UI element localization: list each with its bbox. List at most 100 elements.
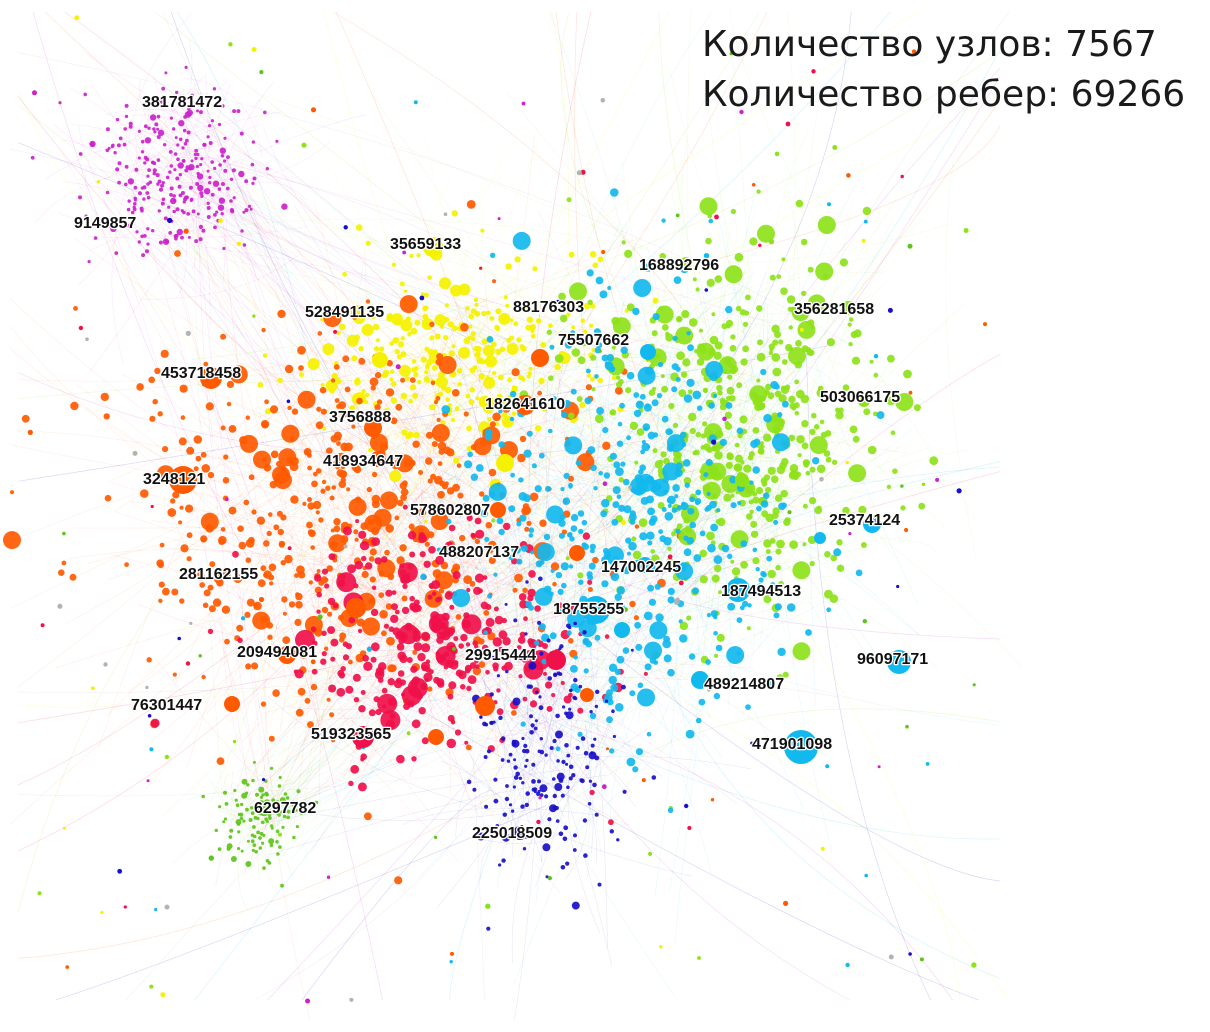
graph-node — [773, 519, 779, 525]
graph-node — [587, 587, 593, 592]
graph-node — [207, 471, 215, 479]
graph-node — [369, 433, 388, 452]
graph-edge — [567, 297, 660, 616]
graph-node — [539, 793, 544, 797]
graph-node — [651, 554, 660, 564]
graph-edge — [701, 486, 771, 537]
graph-node — [70, 401, 79, 411]
graph-node — [126, 207, 131, 212]
graph-node — [275, 829, 280, 834]
graph-node — [418, 470, 424, 475]
graph-node — [172, 127, 176, 131]
graph-node — [537, 779, 541, 784]
graph-node — [629, 519, 636, 525]
graph-edge — [945, 149, 977, 561]
graph-node — [250, 839, 255, 844]
graph-node — [439, 621, 447, 630]
graph-node — [775, 564, 781, 571]
graph-node — [177, 184, 182, 189]
graph-node — [137, 240, 141, 244]
graph-edge — [511, 472, 751, 840]
graph-node — [449, 960, 453, 964]
graph-node — [560, 487, 565, 492]
graph-node — [750, 520, 758, 528]
graph-node — [570, 665, 578, 673]
graph-node — [198, 224, 203, 229]
graph-edge — [504, 9, 714, 493]
graph-node — [239, 816, 244, 821]
graph-edge — [227, 231, 521, 280]
graph-node — [62, 531, 66, 536]
graph-edge — [297, 238, 330, 507]
graph-node — [480, 228, 485, 233]
graph-node — [900, 505, 906, 511]
graph-node — [404, 622, 413, 631]
graph-node — [410, 327, 418, 335]
graph-node — [379, 610, 388, 619]
graph-node — [614, 668, 622, 676]
graph-node — [847, 322, 852, 327]
graph-edge — [370, 312, 690, 540]
graph-node — [486, 310, 491, 316]
hub-node — [513, 826, 527, 840]
graph-node — [253, 603, 259, 609]
graph-node — [431, 424, 450, 442]
graph-edge — [239, 795, 277, 809]
graph-node — [425, 659, 431, 664]
graph-node — [593, 737, 597, 741]
graph-node — [381, 630, 387, 637]
graph-node — [223, 790, 227, 795]
graph-node — [612, 486, 621, 495]
graph-edge — [221, 241, 596, 667]
graph-node — [225, 497, 229, 502]
graph-node — [178, 193, 183, 198]
graph-node — [513, 618, 518, 623]
graph-node — [551, 693, 556, 698]
graph-node — [159, 542, 165, 548]
graph-node — [207, 584, 214, 591]
graph-node — [582, 342, 587, 347]
graph-edge — [364, 381, 389, 644]
graph-node — [331, 485, 337, 490]
graph-node — [320, 488, 326, 494]
graph-node — [261, 841, 265, 845]
graph-node — [625, 537, 632, 544]
graph-node — [280, 883, 284, 888]
graph-node — [218, 535, 227, 545]
graph-node — [925, 762, 930, 766]
graph-node — [263, 463, 272, 472]
graph-edge — [734, 518, 879, 541]
graph-node — [643, 611, 653, 621]
graph-node — [174, 250, 181, 257]
graph-node — [140, 489, 149, 498]
graph-node — [772, 512, 779, 519]
graph-node — [391, 603, 398, 611]
graph-node — [795, 471, 802, 478]
graph-edge — [285, 550, 517, 592]
graph-node — [565, 556, 570, 561]
graph-node — [336, 436, 341, 441]
graph-node — [401, 685, 422, 706]
graph-node — [613, 565, 618, 571]
graph-edge — [284, 704, 545, 846]
graph-node — [548, 375, 554, 381]
graph-node — [579, 401, 586, 408]
graph-edge — [621, 278, 770, 426]
graph-node — [189, 621, 193, 626]
hub-node — [352, 726, 374, 748]
graph-node — [552, 738, 557, 744]
graph-node — [346, 334, 359, 347]
graph-node — [178, 120, 185, 127]
graph-node — [450, 951, 454, 956]
graph-edge — [578, 320, 872, 490]
graph-node — [569, 688, 573, 693]
graph-node — [167, 205, 171, 209]
graph-node — [531, 646, 537, 652]
graph-node — [389, 470, 402, 483]
graph-edge — [424, 132, 489, 307]
graph-node — [549, 804, 557, 813]
graph-node — [530, 723, 535, 728]
graph-node — [845, 460, 849, 465]
graph-edge — [486, 239, 507, 365]
graph-node — [516, 645, 522, 650]
